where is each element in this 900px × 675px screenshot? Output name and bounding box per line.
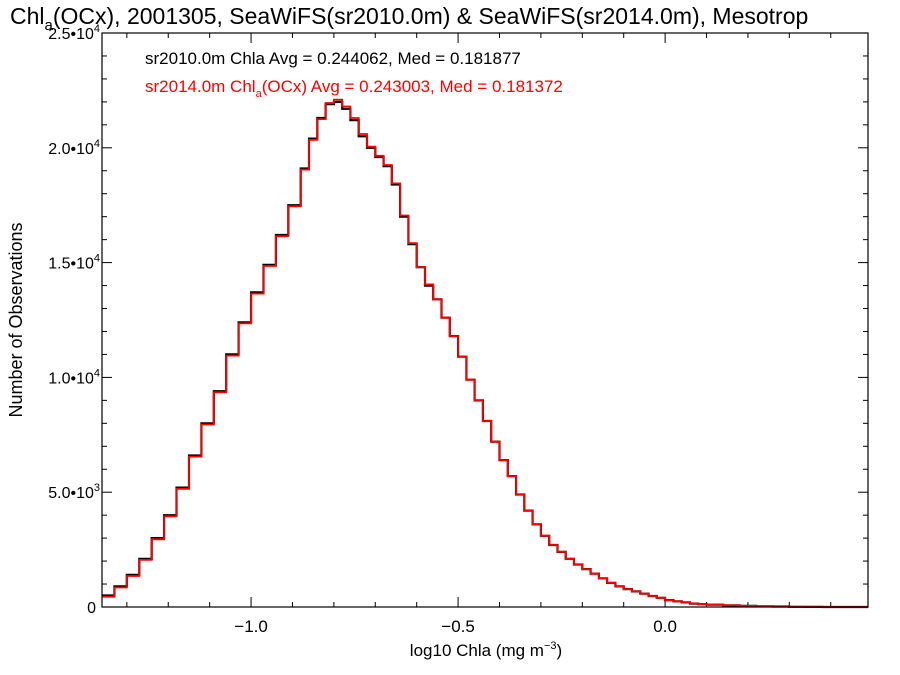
series-line-sr2014 (102, 98, 868, 608)
y-tick-label: 0 (87, 600, 96, 617)
x-tick-label: −1.0 (234, 617, 268, 636)
y-tick-label: 5.0•103 (48, 482, 100, 502)
y-tick-label: 2.0•104 (48, 138, 100, 158)
data-series (102, 98, 868, 609)
chart-title: Chla(OCx), 2001305, SeaWiFS(sr2010.0m) &… (10, 3, 808, 34)
legend: sr2010.0m Chla Avg = 0.244062, Med = 0.1… (145, 49, 563, 100)
legend-entry-sr2014: sr2014.0m Chla(OCx) Avg = 0.243003, Med … (145, 77, 563, 100)
y-axis-label: Number of Observations (6, 222, 26, 417)
legend-entry-sr2010: sr2010.0m Chla Avg = 0.244062, Med = 0.1… (145, 49, 521, 68)
x-tick-label: 0.0 (653, 617, 677, 636)
y-tick-label: 2.5•104 (48, 23, 100, 43)
axis-ticks: 0 5.0•103 1.0•104 1.5•104 2.0•104 2.5•104 −1.0… (48, 23, 868, 636)
x-tick-label: −0.5 (441, 617, 475, 636)
y-tick-label: 1.0•104 (48, 367, 100, 387)
plot-frame (101, 32, 869, 608)
y-tick-label: 1.5•104 (48, 253, 100, 273)
x-axis-label: log10 Chla (mg m−3) (410, 640, 562, 660)
